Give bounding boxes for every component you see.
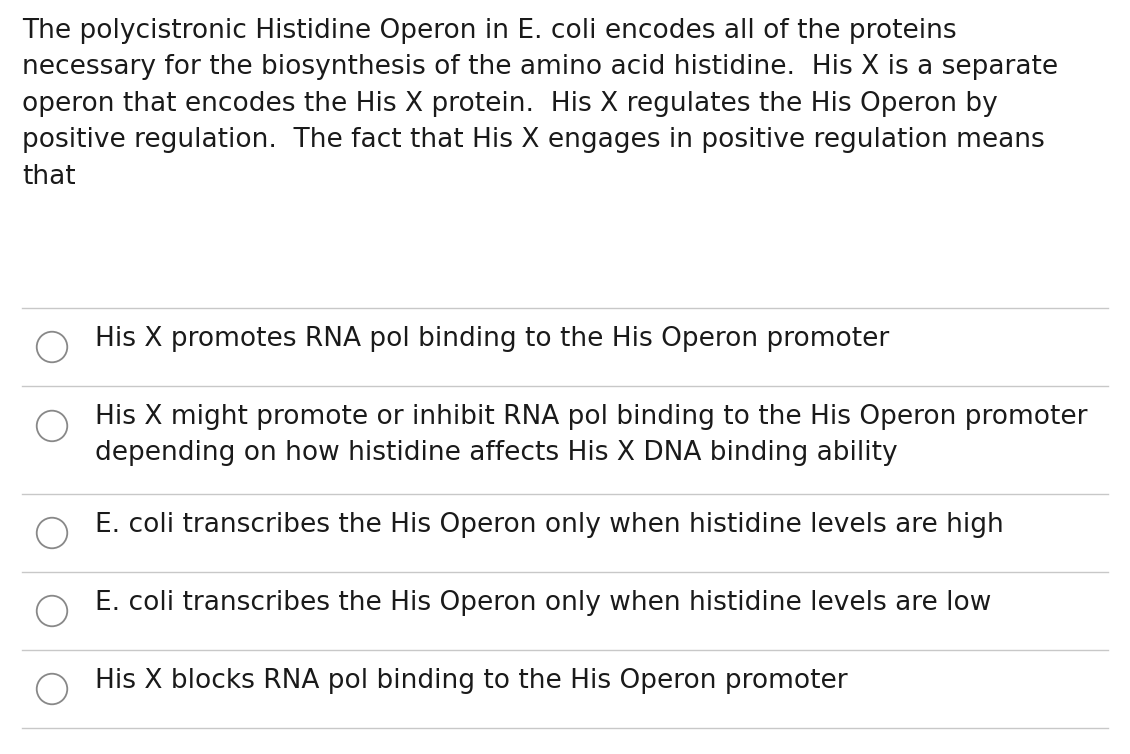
Text: His X might promote or inhibit RNA pol binding to the His Operon promoter
depend: His X might promote or inhibit RNA pol b… [95, 404, 1087, 467]
Point [43, 420, 61, 432]
Point [43, 683, 61, 695]
Point [43, 527, 61, 539]
Text: His X promotes RNA pol binding to the His Operon promoter: His X promotes RNA pol binding to the Hi… [95, 326, 889, 352]
Text: The polycistronic Histidine Operon in E. coli encodes all of the proteins
necess: The polycistronic Histidine Operon in E.… [21, 18, 1058, 189]
Text: E. coli transcribes the His Operon only when histidine levels are high: E. coli transcribes the His Operon only … [95, 512, 1003, 538]
Text: His X blocks RNA pol binding to the His Operon promoter: His X blocks RNA pol binding to the His … [95, 668, 848, 694]
Point [43, 605, 61, 617]
Text: E. coli transcribes the His Operon only when histidine levels are low: E. coli transcribes the His Operon only … [95, 590, 991, 616]
Point [43, 341, 61, 353]
